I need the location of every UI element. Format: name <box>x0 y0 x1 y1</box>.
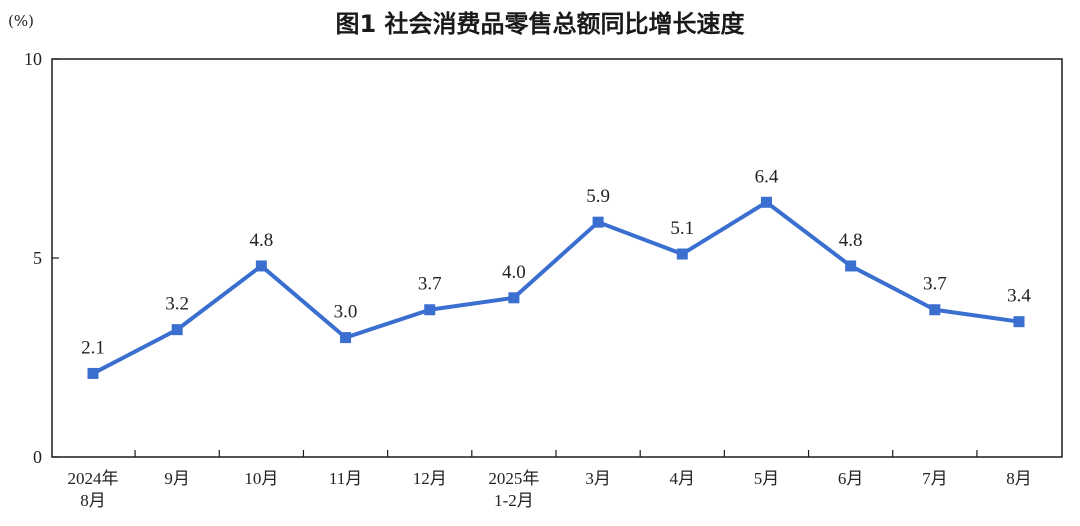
data-label: 4.0 <box>502 262 526 283</box>
data-label: 3.7 <box>418 274 442 295</box>
data-point <box>676 248 688 260</box>
data-point <box>508 292 520 304</box>
x-axis: 2024年 8月 9月 10月 11月 12月 2025年 1-2月 3月 4月 5月 6月 7月 8月 <box>68 450 1032 510</box>
data-label: 3.4 <box>1007 286 1031 307</box>
data-label: 6.4 <box>755 166 779 187</box>
data-point <box>845 260 857 272</box>
data-point <box>929 304 941 316</box>
data-label: 2.1 <box>81 337 105 358</box>
y-tick-label: 0 <box>33 447 42 467</box>
y-tick-label: 5 <box>33 248 42 268</box>
data-label: 4.8 <box>249 230 273 251</box>
data-point <box>340 332 352 344</box>
x-tick-label: 2024年 8月 <box>68 469 119 510</box>
y-tick-label: 10 <box>24 49 42 69</box>
x-tick-label: 2025年 1-2月 <box>488 469 539 510</box>
x-tick-label: 11月 <box>329 469 362 488</box>
data-point <box>1013 316 1025 328</box>
data-label: 3.7 <box>923 274 947 295</box>
data-label: 5.9 <box>586 186 610 207</box>
x-tick-label: 8月 <box>1006 469 1032 488</box>
x-tick-label: 6月 <box>838 469 864 488</box>
x-tick-label: 9月 <box>164 469 190 488</box>
x-tick-label: 7月 <box>922 469 948 488</box>
data-point <box>424 304 436 316</box>
x-tick-label: 3月 <box>585 469 611 488</box>
x-tick-label: 12月 <box>413 469 447 488</box>
data-label: 5.1 <box>670 218 694 239</box>
series-line <box>87 196 1025 379</box>
data-point <box>171 324 183 336</box>
x-tick-label: 5月 <box>754 469 780 488</box>
data-point <box>760 196 772 208</box>
data-label: 4.8 <box>839 230 863 251</box>
series-path <box>92 200 1020 376</box>
y-axis: 0 5 10 <box>24 49 59 467</box>
x-tick-label: 10月 <box>244 469 278 488</box>
data-point <box>255 260 267 272</box>
data-label: 3.2 <box>165 294 189 315</box>
data-point <box>87 367 99 379</box>
data-point <box>592 216 604 228</box>
data-label: 3.0 <box>334 302 358 323</box>
y-axis-unit-label: (%) <box>8 12 34 30</box>
chart-title: 图1 社会消费品零售总额同比增长速度 <box>335 10 745 38</box>
data-labels: 2.1 3.2 4.8 3.0 3.7 4.0 5.9 5.1 6.4 4.8 3.7 3.4 <box>81 166 1031 358</box>
x-tick-label: 4月 <box>670 469 696 488</box>
